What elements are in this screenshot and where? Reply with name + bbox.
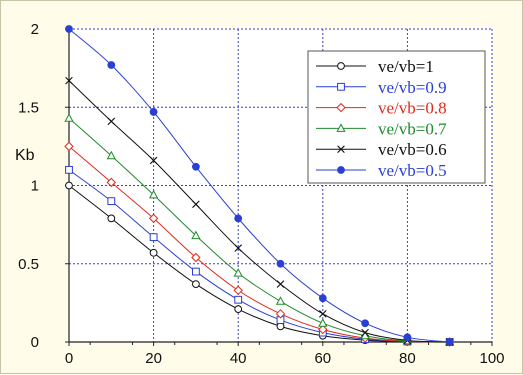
data-point: [234, 244, 242, 252]
x-tick-label: 0: [65, 350, 73, 367]
data-point: [361, 319, 370, 328]
data-point: [276, 259, 285, 268]
y-tick-label: 0: [31, 334, 39, 351]
data-point: [149, 108, 158, 116]
data-point: [65, 76, 73, 85]
data-point: [148, 189, 159, 199]
data-point: [319, 310, 327, 318]
data-point: [64, 113, 74, 122]
legend-label: ve/vb=0.5: [378, 161, 447, 180]
cross-stroke: [361, 328, 369, 337]
y-tick-label: 1.5: [18, 99, 39, 116]
data-point: [234, 305, 243, 314]
data-point: [361, 328, 369, 337]
data-point: [149, 233, 158, 242]
cross-stroke: [107, 117, 116, 126]
data-point: [192, 200, 200, 209]
data-point: [403, 333, 412, 342]
data-point: [149, 156, 158, 165]
x-tick-label: 20: [145, 350, 162, 367]
cross-stroke: [149, 156, 158, 165]
y-axis-title: Kb: [15, 147, 35, 164]
legend-label: ve/vb=1: [378, 57, 434, 76]
data-point: [275, 296, 286, 305]
x-tick-label: 80: [399, 350, 416, 367]
legend: ve/vb=1 ve/vb=0.9 ve/vb=0.8ve/vb=0.7 ve/vb=…: [307, 50, 486, 184]
data-point: [64, 141, 74, 152]
legend-label: ve/vb=0.6: [378, 140, 447, 159]
x-tick-label: 100: [479, 350, 504, 367]
data-point: [65, 181, 73, 190]
data-point: [107, 197, 116, 206]
data-point: [233, 285, 243, 296]
legend-marker: [336, 123, 346, 132]
series-line: [68, 28, 450, 343]
x-tick-label: 40: [230, 350, 247, 367]
legend-marker: [337, 82, 345, 91]
y-tick-label: 2: [31, 21, 39, 38]
series-group: [64, 25, 455, 347]
series-6: [65, 25, 454, 346]
data-point: [276, 280, 285, 288]
legend-item: ve/vb=0.7: [316, 119, 447, 138]
cross-stroke: [192, 200, 200, 209]
legend-marker: [337, 166, 345, 174]
legend-item: ve/vb=1: [316, 57, 434, 76]
series-line: [68, 145, 450, 343]
legend-item: ve/vb=0.6: [316, 140, 447, 159]
legend-box: [307, 50, 486, 184]
legend-label: ve/vb=0.7: [378, 119, 447, 138]
legend-label: ve/vb=0.8: [378, 99, 447, 118]
legend-item: ve/vb=0.8: [316, 99, 447, 118]
legend-marker: [337, 145, 345, 153]
cross-stroke: [276, 280, 285, 288]
data-point: [233, 268, 243, 277]
y-tick-label: 1: [31, 178, 39, 195]
data-point: [234, 295, 243, 304]
data-point: [192, 280, 200, 288]
data-point: [445, 338, 454, 346]
legend-item: ve/vb=0.5: [316, 161, 447, 180]
legend-marker: [337, 62, 345, 70]
data-point: [107, 214, 116, 223]
x-tick-label: 60: [314, 350, 331, 367]
data-point: [107, 117, 116, 126]
data-point: [192, 162, 200, 171]
data-point: [148, 213, 159, 224]
data-point: [318, 318, 328, 327]
data-point: [149, 248, 158, 257]
cross-stroke: [337, 145, 345, 153]
legend-label: ve/vb=0.9: [378, 78, 447, 97]
legend-item: ve/vb=0.9: [316, 78, 447, 97]
series-line: [68, 169, 450, 343]
data-point: [192, 267, 200, 276]
legend-marker: [336, 102, 346, 113]
cross-stroke: [65, 76, 73, 85]
cross-stroke: [319, 310, 327, 318]
y-tick-label: 0.5: [18, 256, 39, 273]
data-point: [106, 177, 117, 188]
data-point: [318, 294, 327, 303]
data-point: [65, 25, 73, 33]
data-point: [106, 150, 116, 160]
data-point: [318, 324, 328, 335]
series-line: [68, 80, 450, 343]
data-point: [65, 165, 73, 174]
data-point: [234, 214, 243, 223]
series-line: [68, 117, 450, 343]
cross-stroke: [234, 244, 242, 252]
data-point: [191, 230, 201, 240]
data-point: [275, 309, 286, 319]
data-point: [191, 252, 201, 263]
data-point: [107, 61, 116, 69]
